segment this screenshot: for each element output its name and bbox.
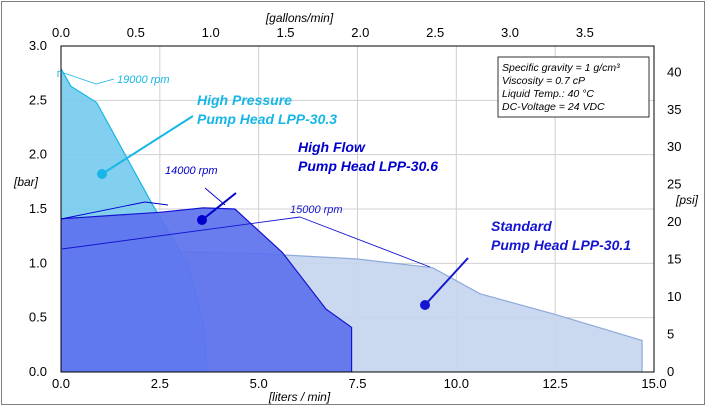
x2-tick-label-3: 1.5	[276, 25, 294, 40]
series-label-2-1: Pump Head LPP-30.1	[491, 237, 631, 253]
series-areas	[60, 68, 643, 373]
rpm-label-2: 15000 rpm	[290, 204, 343, 216]
rpm-leader-0-0	[57, 70, 97, 85]
conditions-box: Specific gravity = 1 g/cm³ Viscosity = 0…	[497, 56, 650, 118]
series-label-1-0: High Flow	[298, 139, 366, 155]
rpm-label-1: 14000 rpm	[165, 165, 218, 177]
y-tick-label-4: 2.0	[29, 147, 47, 162]
x-tick-label-5: 12.5	[543, 376, 568, 391]
y2-tick-label-6: 30	[667, 139, 681, 154]
plot-border	[60, 45, 655, 373]
y-tick-label-6: 3.0	[29, 38, 47, 53]
x-tick-label-3: 7.5	[348, 376, 366, 391]
y-axis-label: [bar]	[13, 175, 39, 189]
rpm-leader-0-1	[95, 78, 115, 85]
y2-tick-label-7: 35	[667, 102, 681, 117]
y2-tick-label-5: 25	[667, 177, 681, 192]
x-tick-label-2: 5.0	[250, 376, 268, 391]
rpm-leader-1-0	[60, 201, 146, 220]
series-label-2-0: Standard	[491, 218, 552, 234]
x-tick-label-6: 15.0	[641, 376, 666, 391]
x2-tick-label-7: 3.5	[576, 25, 594, 40]
series-label-0-1: Pump Head LPP-30.3	[197, 111, 337, 127]
rpm-leader-1-1	[144, 201, 169, 206]
y-tick-label-5: 2.5	[29, 92, 47, 107]
conditions-box-border	[497, 56, 650, 118]
x2-tick-label-6: 3.0	[501, 25, 519, 40]
y2-tick-label-1: 5	[667, 327, 674, 342]
x-tick-label-4: 10.0	[444, 376, 469, 391]
x2-tick-label-4: 2.0	[351, 25, 369, 40]
y2-axis-label: [psi]	[675, 193, 699, 207]
x-axis-label: [liters / min]	[268, 390, 331, 404]
label-pointer-0	[101, 115, 194, 175]
condition-specific-gravity: Specific gravity = 1 g/cm³	[502, 62, 620, 74]
rpm-leader-2-0	[61, 216, 301, 250]
label-pointer-1	[201, 192, 237, 221]
y-tick-label-2: 1.0	[29, 255, 47, 270]
label-pointer-dot-2	[420, 300, 430, 310]
x2-tick-label-1: 0.5	[127, 25, 145, 40]
x2-tick-label-0: 0.0	[52, 25, 70, 40]
x2-tick-label-2: 1.0	[202, 25, 220, 40]
series-area-2	[61, 207, 352, 372]
y2-tick-label-2: 10	[667, 289, 681, 304]
x-tick-label-0: 0.0	[52, 376, 70, 391]
x2-tick-label-5: 2.5	[426, 25, 444, 40]
y2-tick-label-0: 0	[667, 364, 674, 379]
rpm-leader-2-1	[299, 216, 431, 268]
series-line-2	[60, 207, 353, 372]
condition-liquid-temp: Liquid Temp.: 40 °C	[502, 88, 594, 100]
condition-dc-voltage: DC-Voltage = 24 VDC	[502, 101, 605, 113]
series-label-0-0: High Pressure	[197, 92, 292, 108]
condition-viscosity: Viscosity = 0.7 cP	[502, 75, 585, 87]
x2-axis-label: [gallons/min]	[265, 11, 334, 25]
y2-tick-label-8: 40	[667, 64, 681, 79]
y-tick-label-1: 0.5	[29, 310, 47, 325]
rpm-label-0: 19000 rpm	[117, 74, 170, 86]
y2-tick-label-3: 15	[667, 252, 681, 267]
label-pointer-dot-1	[197, 215, 207, 225]
y-tick-label-0: 0.0	[29, 364, 47, 379]
axis-titles: [liters / min] [gallons/min] [bar] [psi]	[13, 11, 699, 404]
label-pointer-dot-0	[97, 169, 107, 179]
x-tick-label-1: 2.5	[151, 376, 169, 391]
y-tick-label-3: 1.5	[29, 201, 47, 216]
y2-tick-label-4: 20	[667, 214, 681, 229]
rpm-leader-1-2	[204, 187, 226, 206]
series-label-1-1: Pump Head LPP-30.6	[298, 158, 438, 174]
annotations: 19000 rpm High Pressure Pump Head LPP-30.3…	[57, 70, 631, 310]
tick-labels: 0.0 2.5 5.0 7.5 10.0 12.5 15.0 0.0 0.5 1.0 1.5 2.0 2…	[29, 25, 682, 391]
label-pointer-2	[424, 257, 469, 306]
